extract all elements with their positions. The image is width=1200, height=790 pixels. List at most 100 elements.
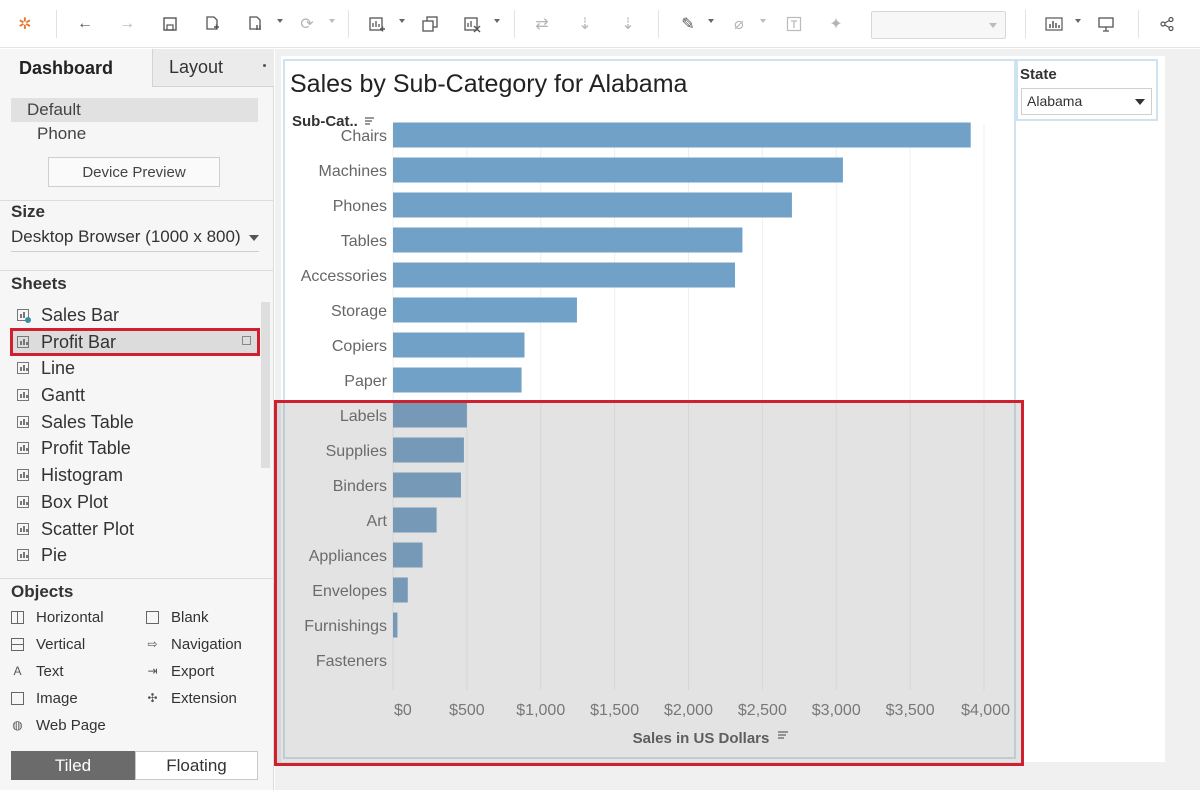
more-options-icon[interactable] bbox=[263, 64, 266, 67]
state-filter-select[interactable]: Alabama bbox=[1021, 88, 1152, 115]
sheet-item-profit-bar[interactable]: Profit Bar bbox=[10, 328, 260, 356]
sheet-item-histogram[interactable]: Histogram bbox=[11, 462, 259, 488]
new-sheet-icon[interactable] bbox=[365, 12, 389, 36]
chevron-down-icon bbox=[1135, 99, 1145, 105]
worksheet-icon bbox=[17, 336, 29, 348]
sheet-item-profit-table[interactable]: Profit Table bbox=[11, 435, 259, 461]
forward-icon[interactable]: → bbox=[119, 15, 135, 32]
bar bbox=[393, 122, 971, 148]
chevron-down-icon[interactable] bbox=[760, 19, 766, 23]
pin-icon[interactable]: ✦ bbox=[829, 16, 843, 33]
sheet-item-box-plot[interactable]: Box Plot bbox=[11, 489, 259, 515]
object-text[interactable]: A Text bbox=[11, 662, 63, 682]
save-icon[interactable] bbox=[158, 12, 182, 36]
swap-icon[interactable]: ⇄ bbox=[535, 16, 549, 33]
presentation-icon[interactable] bbox=[1094, 12, 1118, 36]
object-navigation[interactable]: ⇨ Navigation bbox=[146, 635, 242, 655]
object-label: Navigation bbox=[171, 636, 242, 653]
duplicate-icon[interactable] bbox=[418, 12, 442, 36]
refresh-icon[interactable]: ⟳ bbox=[300, 16, 314, 33]
object-vertical[interactable]: Vertical bbox=[11, 635, 85, 655]
sheets-title: Sheets bbox=[11, 274, 67, 293]
sheet-item-label: Sales Table bbox=[41, 412, 134, 432]
sheet-item-label: Histogram bbox=[41, 465, 124, 485]
globe-icon: ◍ bbox=[12, 718, 23, 732]
pause-icon[interactable] bbox=[243, 12, 267, 36]
label-icon[interactable] bbox=[782, 12, 806, 36]
chevron-down-icon[interactable] bbox=[399, 19, 405, 23]
sheet-item-label: Sales Bar bbox=[41, 305, 120, 325]
extension-icon: ✣ bbox=[147, 691, 158, 705]
category-label: Furnishings bbox=[304, 618, 387, 635]
tableau-logo-icon[interactable]: ✲ bbox=[18, 16, 32, 33]
object-label: Blank bbox=[171, 609, 209, 626]
object-export[interactable]: ⇥ Export bbox=[146, 662, 214, 682]
bar bbox=[393, 262, 736, 288]
navigation-icon: ⇨ bbox=[147, 637, 158, 651]
sheet-item-label: Line bbox=[41, 358, 76, 378]
back-icon[interactable]: ← bbox=[77, 15, 93, 32]
size-select[interactable]: Desktop Browser (1000 x 800) bbox=[11, 227, 259, 252]
toolbar-separator bbox=[1138, 10, 1139, 38]
size-title: Size bbox=[11, 202, 46, 221]
bar-chart[interactable]: Sub-Cat..Chairs Machines Phones Tables Acces… bbox=[283, 105, 1013, 755]
sort-asc-icon[interactable]: ⇣ bbox=[578, 16, 592, 33]
sheet-item-pie[interactable]: Pie bbox=[11, 542, 259, 568]
category-label: Tables bbox=[341, 233, 387, 250]
clear-icon[interactable] bbox=[460, 12, 484, 36]
go-to-sheet-icon[interactable] bbox=[242, 336, 251, 345]
device-default[interactable]: Default bbox=[11, 98, 258, 122]
object-image[interactable]: Image bbox=[11, 689, 78, 709]
fit-select[interactable] bbox=[871, 11, 1006, 39]
tiled-button[interactable]: Tiled bbox=[11, 751, 135, 780]
sort-desc-icon[interactable]: ⇣ bbox=[621, 16, 635, 33]
group-icon[interactable]: ⌀ bbox=[734, 16, 744, 33]
object-label: Web Page bbox=[36, 717, 106, 734]
worksheet-icon bbox=[17, 362, 29, 374]
tiled-label: Tiled bbox=[54, 755, 92, 775]
chevron-down-icon[interactable] bbox=[277, 19, 283, 23]
worksheet-icon bbox=[17, 442, 29, 454]
object-blank[interactable]: Blank bbox=[146, 608, 209, 628]
device-phone[interactable]: Phone bbox=[11, 122, 258, 146]
object-extension[interactable]: ✣ Extension bbox=[146, 689, 236, 709]
tab-layout[interactable]: Layout bbox=[152, 49, 274, 87]
divider bbox=[0, 200, 273, 201]
floating-button[interactable]: Floating bbox=[135, 751, 258, 780]
x-axis-title: Sales in US Dollars bbox=[633, 730, 770, 747]
chevron-down-icon[interactable] bbox=[329, 19, 335, 23]
category-label: Binders bbox=[333, 478, 387, 495]
object-horizontal[interactable]: Horizontal bbox=[11, 608, 104, 628]
tab-layout-label: Layout bbox=[169, 57, 224, 77]
x-tick-label: $2,500 bbox=[738, 702, 787, 719]
bar bbox=[393, 577, 408, 603]
toolbar-separator bbox=[514, 10, 515, 38]
bar bbox=[393, 157, 843, 183]
chevron-down-icon[interactable] bbox=[708, 19, 714, 23]
state-filter-zone[interactable] bbox=[1016, 59, 1158, 121]
toolbar-separator bbox=[1025, 10, 1026, 38]
sheet-item-scatter-plot[interactable]: Scatter Plot bbox=[11, 516, 259, 542]
chevron-down-icon[interactable] bbox=[494, 19, 500, 23]
category-label: Envelopes bbox=[312, 583, 387, 600]
chevron-down-icon[interactable] bbox=[1075, 19, 1081, 23]
new-datasource-icon[interactable] bbox=[200, 12, 224, 36]
sheet-item-sales-table[interactable]: Sales Table bbox=[11, 409, 259, 435]
highlight-icon[interactable]: ✎ bbox=[681, 16, 695, 33]
drag-overlay bbox=[276, 402, 1022, 764]
x-tick-label: $0 bbox=[394, 702, 412, 719]
sheet-item-sales-bar[interactable]: Sales Bar bbox=[11, 302, 259, 328]
y-axis-title: Sub-Cat.. bbox=[292, 113, 358, 130]
device-preview-button[interactable]: Device Preview bbox=[48, 157, 220, 187]
image-icon bbox=[11, 692, 24, 705]
show-me-icon[interactable] bbox=[1042, 12, 1066, 36]
sheet-item-gantt[interactable]: Gantt bbox=[11, 382, 259, 408]
bar bbox=[393, 437, 464, 463]
sheets-scrollbar[interactable] bbox=[261, 302, 270, 468]
sheet-item-line[interactable]: Line bbox=[11, 355, 259, 381]
object-web-page[interactable]: ◍ Web Page bbox=[11, 716, 106, 736]
category-label: Accessories bbox=[301, 268, 387, 285]
share-icon[interactable] bbox=[1155, 12, 1179, 36]
viz-zone[interactable] bbox=[283, 59, 1016, 759]
tab-dashboard[interactable]: Dashboard bbox=[0, 49, 152, 87]
